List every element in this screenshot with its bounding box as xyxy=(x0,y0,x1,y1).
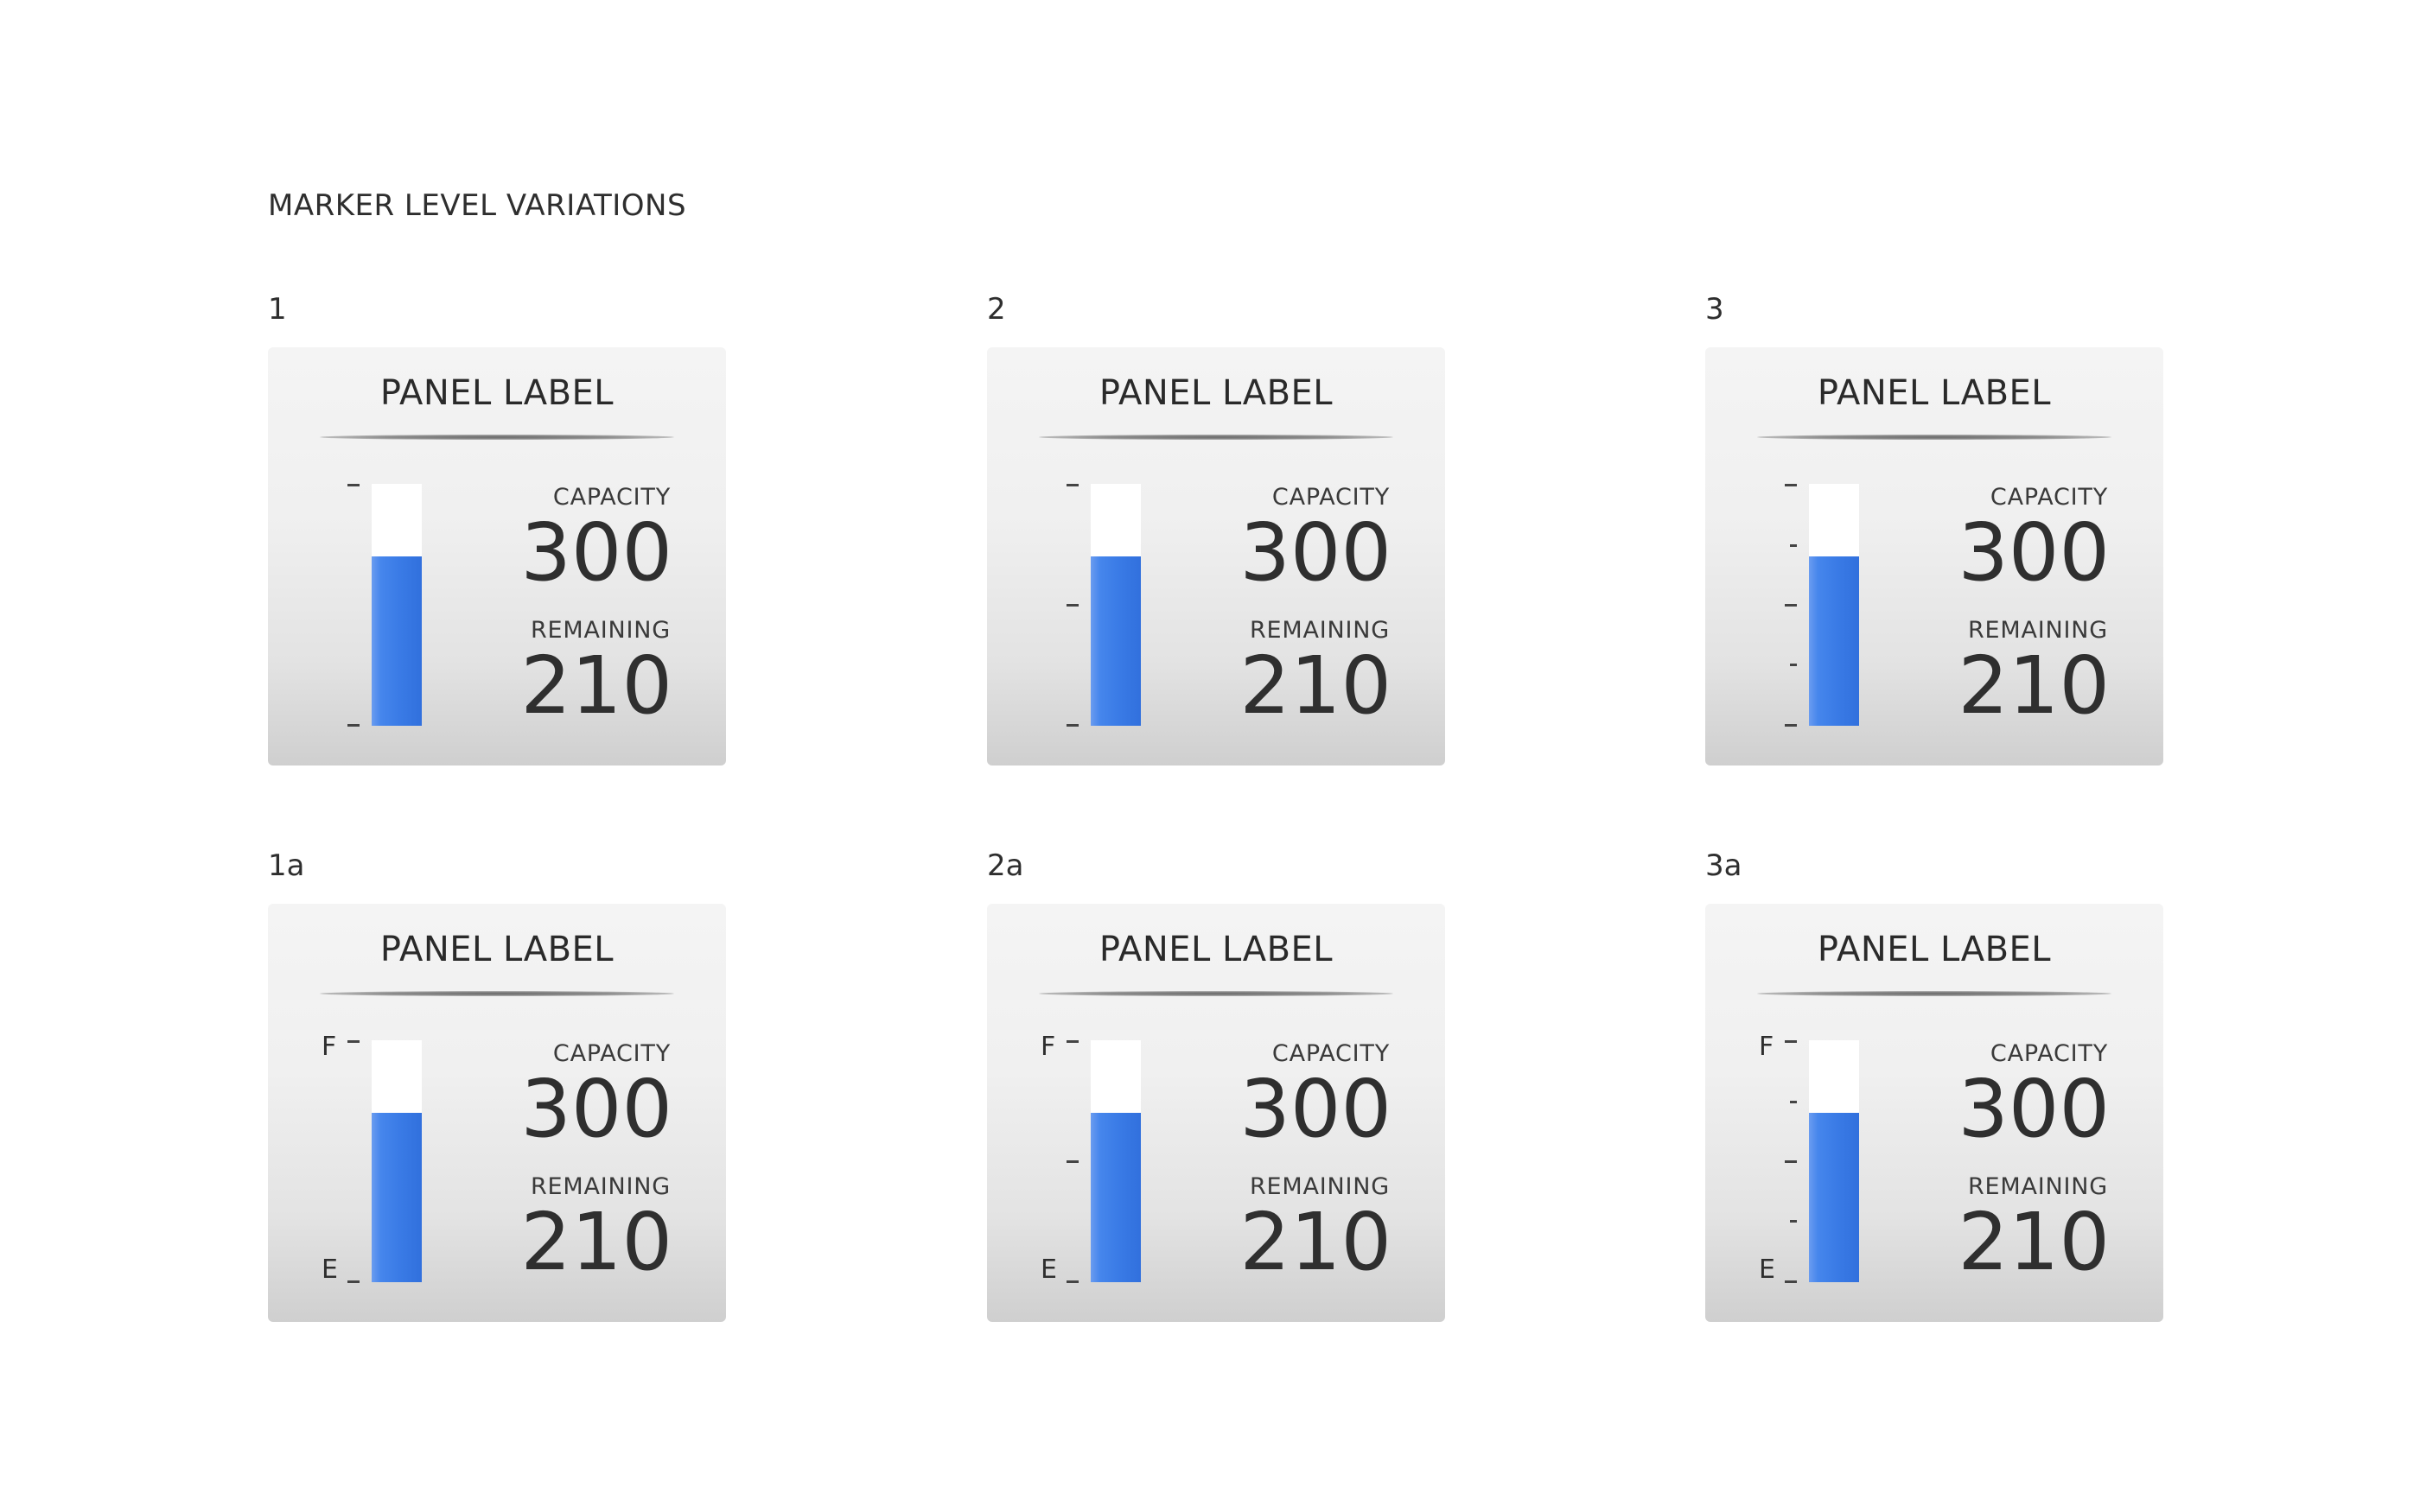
level-gauge xyxy=(1091,1040,1141,1282)
tick-empty xyxy=(347,724,360,727)
tick-middle xyxy=(1785,604,1797,607)
panel-label: PANEL LABEL xyxy=(1817,373,2052,413)
gauge-fill xyxy=(1091,556,1141,726)
remaining-value: 210 xyxy=(1239,639,1392,732)
panel-divider xyxy=(1039,435,1393,440)
panel-label: PANEL LABEL xyxy=(1817,930,2052,969)
remaining-value: 210 xyxy=(520,1196,672,1288)
tick-middle xyxy=(1785,1160,1797,1163)
scale-empty-label: E xyxy=(322,1255,338,1285)
tick-lower-quarter xyxy=(1790,664,1797,666)
capacity-label: CAPACITY xyxy=(1990,484,2108,511)
scale-empty-label: E xyxy=(1041,1255,1057,1285)
gauge-panel: PANEL LABEL CAPACITY 300 REMAINING 210 xyxy=(987,347,1445,766)
gauge-panel: PANEL LABEL CAPACITY 300 REMAINING 210 xyxy=(1705,347,2163,766)
variant-id: 2a xyxy=(987,848,1024,883)
level-gauge xyxy=(1809,1040,1859,1282)
remaining-label: REMAINING xyxy=(1967,1173,2108,1200)
level-gauge xyxy=(1091,484,1141,726)
variant-id: 3 xyxy=(1705,292,1724,327)
capacity-label: CAPACITY xyxy=(552,1040,671,1067)
tick-middle xyxy=(1067,1160,1079,1163)
tick-full xyxy=(1785,484,1797,486)
tick-full xyxy=(347,1040,360,1043)
gauge-fill xyxy=(1809,1113,1859,1282)
tick-upper-quarter xyxy=(1790,544,1797,547)
tick-empty xyxy=(1067,1280,1079,1283)
capacity-value: 300 xyxy=(1239,506,1392,599)
gauge-panel: PANEL LABEL F E CAPACITY 300 REMAINING 2… xyxy=(987,904,1445,1322)
panel-divider xyxy=(1039,991,1393,996)
capacity-label: CAPACITY xyxy=(1990,1040,2108,1067)
remaining-value: 210 xyxy=(520,639,672,732)
gauge-fill xyxy=(372,1113,422,1282)
tick-full xyxy=(1067,1040,1079,1043)
tick-middle xyxy=(1067,604,1079,607)
scale-full-label: F xyxy=(1041,1032,1056,1062)
remaining-label: REMAINING xyxy=(530,1173,671,1200)
gauge-panel: PANEL LABEL F E CAPACITY 300 REMAINING 2… xyxy=(1705,904,2163,1322)
variant-id: 1a xyxy=(268,848,305,883)
variant-id: 3a xyxy=(1705,848,1742,883)
panel-divider xyxy=(320,991,674,996)
capacity-label: CAPACITY xyxy=(552,484,671,511)
tick-empty xyxy=(347,1280,360,1283)
panel-label: PANEL LABEL xyxy=(1099,373,1334,413)
variant-id: 1 xyxy=(268,292,287,327)
level-gauge xyxy=(372,1040,422,1282)
tick-lower-quarter xyxy=(1790,1220,1797,1223)
capacity-value: 300 xyxy=(520,1063,672,1155)
tick-empty xyxy=(1785,1280,1797,1283)
tick-empty xyxy=(1785,724,1797,727)
tick-full xyxy=(347,484,360,486)
remaining-value: 210 xyxy=(1958,639,2110,732)
page-title: MARKER LEVEL VARIATIONS xyxy=(268,188,687,223)
tick-empty xyxy=(1067,724,1079,727)
panel-label: PANEL LABEL xyxy=(1099,930,1334,969)
variant-id: 2 xyxy=(987,292,1006,327)
tick-full xyxy=(1785,1040,1797,1043)
capacity-value: 300 xyxy=(1239,1063,1392,1155)
remaining-label: REMAINING xyxy=(1967,617,2108,644)
remaining-label: REMAINING xyxy=(1249,617,1390,644)
remaining-label: REMAINING xyxy=(530,617,671,644)
panel-divider xyxy=(1757,435,2111,440)
panel-label: PANEL LABEL xyxy=(379,930,615,969)
panel-divider xyxy=(1757,991,2111,996)
remaining-value: 210 xyxy=(1239,1196,1392,1288)
gauge-panel: PANEL LABEL F E CAPACITY 300 REMAINING 2… xyxy=(268,904,726,1322)
tick-full xyxy=(1067,484,1079,486)
remaining-value: 210 xyxy=(1958,1196,2110,1288)
panel-label: PANEL LABEL xyxy=(379,373,615,413)
level-gauge xyxy=(372,484,422,726)
scale-empty-label: E xyxy=(1759,1255,1775,1285)
capacity-value: 300 xyxy=(1958,506,2110,599)
gauge-panel: PANEL LABEL CAPACITY 300 REMAINING 210 xyxy=(268,347,726,766)
scale-full-label: F xyxy=(1759,1032,1774,1062)
gauge-fill xyxy=(372,556,422,726)
capacity-value: 300 xyxy=(1958,1063,2110,1155)
scale-full-label: F xyxy=(322,1032,337,1062)
capacity-label: CAPACITY xyxy=(1271,484,1390,511)
remaining-label: REMAINING xyxy=(1249,1173,1390,1200)
gauge-fill xyxy=(1809,556,1859,726)
capacity-value: 300 xyxy=(520,506,672,599)
capacity-label: CAPACITY xyxy=(1271,1040,1390,1067)
level-gauge xyxy=(1809,484,1859,726)
gauge-fill xyxy=(1091,1113,1141,1282)
tick-upper-quarter xyxy=(1790,1101,1797,1103)
panel-divider xyxy=(320,435,674,440)
